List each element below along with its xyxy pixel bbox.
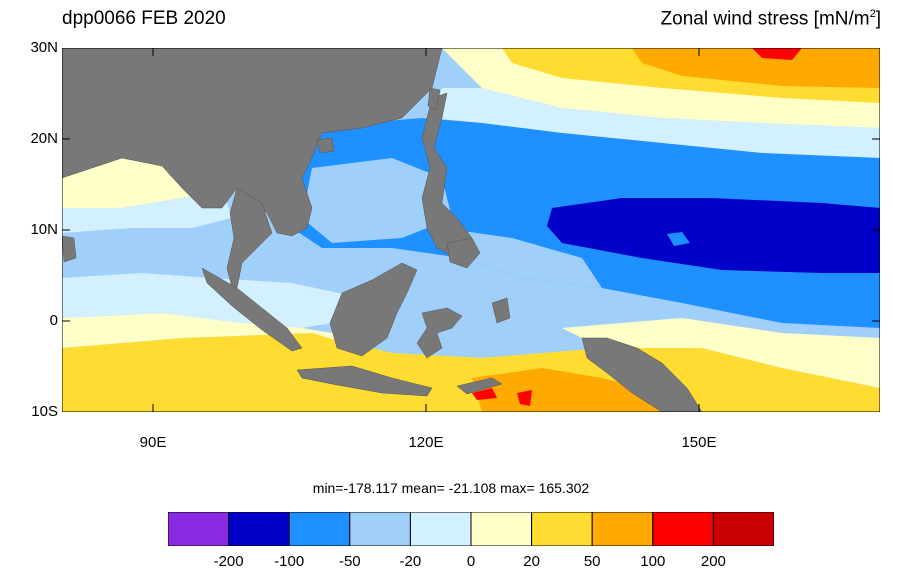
- land: [62, 48, 703, 412]
- field-south-lightyellow: [62, 313, 362, 348]
- field-south-red-2: [517, 390, 532, 406]
- field-lightblue-east: [442, 228, 602, 288]
- colorbar-swatch: [349, 511, 411, 547]
- land-hainan: [316, 137, 335, 154]
- land-new-guinea: [581, 337, 703, 412]
- field-west-cyan: [62, 273, 362, 328]
- lat-label: 10N: [30, 221, 58, 238]
- colorbar-label: 100: [640, 553, 666, 570]
- colorbar-swatch: [228, 511, 290, 547]
- colorbar-swatch: [288, 511, 351, 547]
- colorbar-label: -200: [213, 553, 244, 570]
- colorbar-swatch: [531, 511, 593, 547]
- field-lightblue-inner: [302, 158, 452, 243]
- colorbar-swatch: [591, 511, 654, 547]
- colorbar-swatch: [652, 511, 714, 547]
- land-sulawesi: [416, 307, 463, 359]
- field-west-cyan-north: [62, 188, 232, 233]
- field-south-lightyellow-east: [562, 318, 880, 388]
- land-halmahera: [491, 297, 511, 324]
- colorbar-label: 0: [466, 553, 476, 570]
- lon-label: 90E: [139, 434, 167, 451]
- map-plot: [62, 48, 880, 412]
- field-north-orange: [632, 48, 880, 88]
- land-mindanao: [446, 237, 481, 269]
- field-north-cyan: [432, 88, 880, 158]
- colorbar-label: 50: [583, 553, 601, 570]
- lat-label: 20N: [30, 130, 58, 147]
- colorbar-label: -20: [399, 553, 422, 570]
- land-asia: [62, 48, 443, 237]
- field-north-red: [752, 48, 802, 60]
- colorbar-label: 20: [523, 553, 540, 570]
- lat-label: 30N: [30, 39, 58, 56]
- field-blue-hole: [667, 232, 690, 246]
- colorbar-swatch: [167, 511, 230, 547]
- lon-label: 150E: [681, 434, 717, 451]
- colorbar-swatch: [409, 511, 472, 547]
- field-south-red: [472, 388, 497, 400]
- colorbar-label: -50: [338, 553, 361, 570]
- map-title: dpp0066 FEB 2020: [62, 8, 226, 29]
- land-timor: [456, 377, 503, 395]
- land-java: [296, 365, 433, 397]
- land-sumatra: [201, 267, 303, 352]
- land-borneo: [329, 262, 418, 357]
- colorbar-label: -100: [274, 553, 305, 570]
- colorbar-swatch: [712, 511, 775, 547]
- land-sri-lanka: [62, 235, 77, 263]
- lon-label: 120E: [408, 434, 444, 451]
- lat-label: 0: [49, 312, 58, 329]
- colorbar-swatch: [470, 511, 533, 547]
- field-statistics: min=-178.117 mean= -21.108 max= 165.302: [312, 480, 590, 496]
- land-taiwan: [427, 87, 441, 111]
- colorbar-label: 200: [700, 553, 726, 570]
- variable-title: Zonal wind stress [mN/m2]: [660, 8, 881, 30]
- lat-label: 10S: [31, 403, 58, 420]
- field-darkblue-core: [547, 198, 880, 273]
- colorbar: [167, 511, 775, 551]
- tick-marks: [62, 48, 880, 412]
